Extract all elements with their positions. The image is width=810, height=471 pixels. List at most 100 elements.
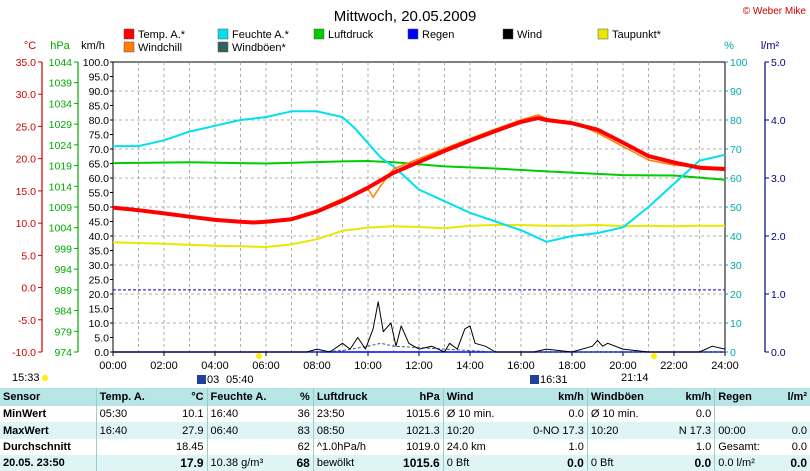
table-cell: 10:20 [442,422,514,439]
legend-swatch [123,28,135,40]
x-tick-label: 00:00 [99,360,127,372]
rain-tick-label: 3.0 [771,173,786,185]
x-tick-label: 14:00 [456,360,484,372]
weather-chart: Mittwoch, 20.05.2009 © Weber Mike Temp. … [12,6,807,386]
legend-swatch [502,28,514,40]
table-cell: bewölkt [312,454,388,471]
table-cell: 36 [287,406,314,423]
pressure-tick-label: 1014 [49,181,73,193]
temp-tick-label: 25.0 [16,121,37,133]
legend-label: Windböen* [232,42,287,54]
legend-label: Regen [422,29,454,41]
axes: °C hPa km/h% l/m² 35.0 30.0 25.0 20.0 15.0 10.0 5.… [12,40,786,372]
pressure-tick-label: 1039 [49,78,73,90]
pressure-axis-unit: hPa [50,40,70,52]
temp-tick-label: 10.0 [16,218,37,230]
wind-tick-label: 25.0 [89,275,110,287]
table-header-cell: Feuchte A. [206,388,288,407]
table-header-cell: l/m² [776,388,810,407]
series-line-temp-a [112,116,726,225]
temp-tick-label: 0.0 [21,283,36,295]
legend-label: Taupunkt* [612,29,662,41]
x-tick-label: 04:00 [201,360,229,372]
pressure-tick-label: 994 [54,264,72,276]
table-header-cell: °C [163,388,208,407]
table-cell: 1.0 [664,438,715,455]
pressure-tick-label: 1044 [49,57,73,69]
legend-item: Feuchte A.* [217,28,290,41]
wind-tick-label: 75.0 [89,130,110,142]
table-cell: 1015.6 [387,454,444,471]
copyright: © Weber Mike [743,6,807,17]
table-cell: Durchschnitt [0,438,97,455]
sun-icon [256,353,262,359]
pressure-tick-label: 974 [54,347,72,359]
pressure-tick-label: 1004 [49,223,73,235]
table-cell: MinWert [0,406,97,423]
x-tick-label: 06:00 [252,360,280,372]
grid [113,62,725,352]
rain-axis-unit: l/m² [761,40,780,52]
legend-item: Wind [502,28,542,41]
table-cell: 10:20 [586,422,665,439]
humidity-tick-label: 90 [730,86,742,98]
table-cell: 10.38 g/m³ [206,454,288,471]
table-cell: 06:40 [206,422,288,439]
pressure-tick-label: 1034 [49,98,73,110]
wind-tick-label: 40.0 [89,231,110,243]
table-header-cell: % [287,388,314,407]
pressure-tick-label: 1024 [49,140,73,152]
table-cell: 1019.0 [387,438,444,455]
table-cell: 00:00 [714,422,777,439]
table-header-cell: Luftdruck [312,388,388,407]
x-tick-label: 20:00 [609,360,637,372]
humidity-tick-label: 100 [730,57,748,69]
legend-swatch [313,28,325,40]
sun-icon [42,375,48,381]
x-tick-label: 22:00 [660,360,688,372]
table-cell: 24.0 km [442,438,514,455]
table-row: MinWert 05:30 10.1 16:40 36 23:50 1015.6 Ø 10 m… [0,406,810,423]
sunset-time: 21:14 [621,372,649,384]
wind-tick-label: 10.0 [89,318,110,330]
legend-label: Windchill [138,42,182,54]
wind-tick-label: 65.0 [89,159,110,171]
table-cell: 0 Bft [586,454,665,471]
rain-tick-label: 2.0 [771,231,786,243]
table-header-cell: Wind [442,388,514,407]
humidity-tick-label: 60 [730,173,742,185]
table-cell: MaxWert [0,422,97,439]
pressure-tick-label: 984 [54,306,72,318]
wind-tick-label: 15.0 [89,304,110,316]
table-cell: 05:30 [95,406,164,423]
table-cell: 16:40 [206,406,288,423]
table-header-cell: km/h [513,388,588,407]
legend-swatch [597,28,609,40]
table-cell: 1.0 [513,438,588,455]
series-line-wind [113,301,726,353]
table-cell: 18.45 [163,438,208,455]
table-cell [95,438,164,455]
table-cell: Ø 10 min. [442,406,514,423]
moon-icon [197,375,206,384]
table-header-cell: km/h [664,388,715,407]
moon-icon [530,375,539,384]
table-cell: Gesamt: [714,438,777,455]
table-cell [95,454,164,471]
rain-tick-label: 0.0 [771,347,786,359]
legend-label: Feuchte A.* [232,29,290,41]
table-cell: 0-NO 17.3 [513,422,588,439]
table-cell: 08:50 [312,422,388,439]
table-header-cell: hPa [387,388,444,407]
temp-axis-unit: °C [24,40,36,52]
wind-tick-label: 45.0 [89,217,110,229]
moonrise-time: 15:33 [12,372,40,384]
series-layer [112,110,726,353]
pressure-tick-label: 989 [54,285,72,297]
table-cell: 17.9 [163,454,208,471]
series-line-windb-en [113,342,725,353]
legend-swatch [217,41,229,53]
wind-tick-label: 80.0 [89,115,110,127]
table-cell: 0.0 [776,454,810,471]
legend-item: Temp. A.* [123,28,186,41]
